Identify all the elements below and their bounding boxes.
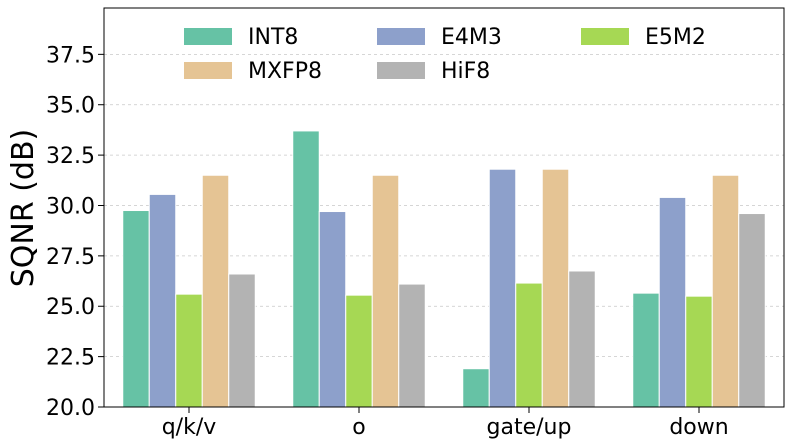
bar-e4m3-o (318, 211, 347, 408)
legend-label-int8: INT8 (248, 25, 298, 50)
y-tick-label: 32.5 (46, 144, 95, 169)
bar-int8-o (292, 130, 320, 408)
x-tick-label: q/k/v (162, 415, 217, 440)
bar-e5m2-o (345, 294, 373, 408)
y-tick-label: 37.5 (46, 43, 95, 68)
plot-frame (103, 7, 785, 408)
y-tick-label: 30.0 (46, 194, 95, 219)
x-tick-label: down (669, 415, 728, 440)
y-tick-label: 22.5 (46, 346, 95, 371)
bar-int8-q-k-v (122, 210, 150, 408)
bar-mxfp8-gate-up (541, 168, 570, 408)
legend-label-mxfp8: MXFP8 (248, 59, 322, 84)
bar-mxfp8-q-k-v (201, 174, 230, 408)
legend: INT8 E4M3 E5M2 MXFP8 HiF8 (184, 25, 706, 84)
y-axis-title: SQNR (dB) (6, 129, 41, 288)
x-tick-label: o (352, 415, 365, 440)
legend-swatch-mxfp8 (184, 62, 232, 79)
bar-mxfp8-o (371, 174, 400, 408)
legend-label-e5m2: E5M2 (645, 25, 706, 50)
y-tick-label: 27.5 (46, 245, 95, 270)
y-axis: 20.0 22.5 25.0 27.5 30.0 32.5 35.0 37.5 (46, 43, 104, 421)
bar-e5m2-q-k-v (175, 293, 203, 408)
legend-label-e4m3: E4M3 (441, 25, 502, 50)
bar-hif8-q-k-v (228, 273, 256, 408)
legend-swatch-e5m2 (581, 28, 629, 45)
y-tick-label: 35.0 (46, 94, 95, 119)
x-axis: q/k/v o gate/up down (162, 407, 729, 440)
bars (122, 130, 766, 408)
y-tick-label: 25.0 (46, 295, 95, 320)
legend-swatch-hif8 (377, 62, 425, 79)
legend-label-hif8: HiF8 (441, 59, 490, 84)
bar-e4m3-q-k-v (148, 193, 177, 408)
bar-int8-down (632, 292, 660, 408)
bar-int8-gate-up (462, 368, 490, 408)
bar-hif8-down (738, 213, 766, 408)
legend-swatch-int8 (184, 28, 232, 45)
bar-hif8-o (398, 283, 426, 408)
bar-e5m2-down (685, 295, 713, 408)
bar-hif8-gate-up (568, 270, 596, 408)
bar-e4m3-gate-up (488, 168, 517, 408)
x-tick-label: gate/up (487, 415, 572, 440)
bar-e5m2-gate-up (515, 282, 543, 408)
y-tick-label: 20.0 (46, 396, 95, 421)
legend-swatch-e4m3 (377, 28, 425, 45)
bar-e4m3-down (658, 196, 687, 408)
bar-mxfp8-down (711, 174, 740, 408)
